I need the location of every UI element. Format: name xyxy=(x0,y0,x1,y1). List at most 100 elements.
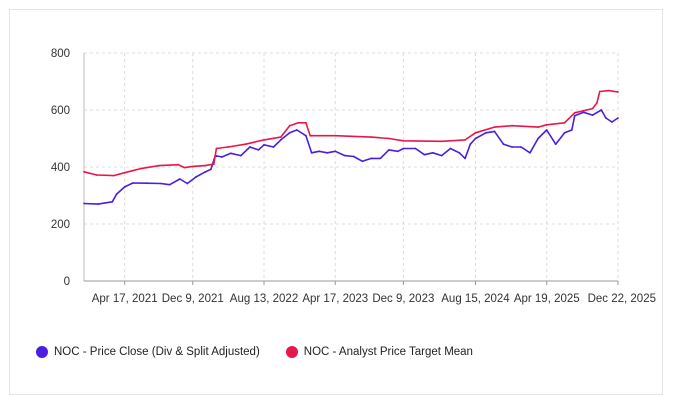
price-target-point xyxy=(598,90,601,93)
x-tick-label: Apr 19, 2025 xyxy=(514,293,580,305)
price-close-point xyxy=(573,114,576,117)
price-target-point xyxy=(370,136,373,139)
price-target-point xyxy=(388,137,390,140)
price-close-point xyxy=(414,147,417,150)
price-close-point xyxy=(240,154,242,157)
y-tick-label: 800 xyxy=(51,48,70,60)
y-axis: 0 200 400 600 800 xyxy=(51,48,85,288)
price-close-point xyxy=(537,137,539,140)
price-target-point xyxy=(607,89,610,92)
price-close-point xyxy=(469,143,472,146)
price-target-point xyxy=(204,164,206,167)
price-close-point xyxy=(440,154,443,157)
price-close-point xyxy=(186,182,189,185)
price-target-point xyxy=(537,126,539,128)
price-target-point xyxy=(617,91,619,93)
legend-swatch-price-close xyxy=(36,346,48,358)
x-axis: Apr 17, 2021 Dec 9, 2021 Aug 13, 2022 Apr 1… xyxy=(84,280,656,305)
y-tick-label: 400 xyxy=(51,162,70,174)
legend-item-price-close[interactable]: NOC - Price Close (Div & Split Adjusted) xyxy=(36,346,260,358)
grid xyxy=(84,52,619,281)
x-tick-label: Aug 13, 2022 xyxy=(230,293,298,305)
price-close-point xyxy=(591,114,594,116)
price-close-point xyxy=(145,182,148,185)
price-close-point xyxy=(279,139,282,141)
price-target-point xyxy=(511,124,513,127)
price-close-point xyxy=(502,143,505,146)
price-close-point xyxy=(229,152,232,155)
y-tick-label: 0 xyxy=(64,276,70,288)
price-target-point xyxy=(177,163,180,166)
price-target-point xyxy=(183,166,186,169)
price-close-point xyxy=(582,111,585,114)
price-close-point xyxy=(563,131,566,134)
y-tick-label: 600 xyxy=(51,105,70,117)
price-target-point xyxy=(573,111,576,114)
price-target-point xyxy=(279,136,282,139)
price-target-point xyxy=(402,139,405,142)
price-close-point xyxy=(249,146,251,148)
price-close-point xyxy=(361,160,364,163)
price-close-point xyxy=(204,171,206,174)
price-target-point xyxy=(297,121,300,124)
series-layer xyxy=(83,89,619,206)
price-target-point xyxy=(596,102,598,104)
price-close-point xyxy=(305,134,307,137)
price-close-point xyxy=(318,150,320,153)
price-close-line xyxy=(83,109,619,205)
price-close-point xyxy=(83,202,85,205)
price-close-point xyxy=(485,131,487,134)
price-target-point xyxy=(212,163,215,166)
legend: NOC - Price Close (Div & Split Adjusted)… xyxy=(36,346,473,358)
x-tick-label: Apr 17, 2021 xyxy=(92,293,158,305)
price-close-point xyxy=(343,154,346,157)
price-target-point xyxy=(140,167,143,170)
price-close-point xyxy=(600,109,603,111)
price-target-point xyxy=(563,121,566,124)
x-tick-label: Apr 17, 2023 xyxy=(302,293,368,305)
price-target-point xyxy=(83,170,85,173)
price-target-point xyxy=(591,107,594,110)
price-close-point xyxy=(617,117,619,119)
price-close-point xyxy=(221,156,223,158)
price-target-point xyxy=(545,123,548,126)
price-close-point xyxy=(554,143,557,146)
price-close-point xyxy=(111,200,114,203)
x-tick-label: Dec 22, 2025 xyxy=(588,293,656,305)
x-tick-label: Dec 9, 2023 xyxy=(372,293,434,305)
price-target-point xyxy=(309,134,312,137)
price-close-point xyxy=(449,147,452,150)
price-close-point xyxy=(370,157,373,160)
chart-card xyxy=(9,9,663,395)
price-target-point xyxy=(158,164,161,167)
price-target-point xyxy=(334,134,337,137)
y-tick-label: 200 xyxy=(51,219,70,231)
price-close-point xyxy=(326,151,329,154)
price-target-point xyxy=(95,174,98,176)
price-close-point xyxy=(570,129,573,131)
price-close-point xyxy=(464,157,466,160)
price-close-point xyxy=(296,129,298,131)
price-close-point xyxy=(605,117,607,119)
price-close-point xyxy=(210,168,212,171)
price-target-point xyxy=(112,174,115,177)
legend-label-price-target: NOC - Analyst Price Target Mean xyxy=(303,346,473,358)
price-close-point xyxy=(520,146,522,148)
price-close-point xyxy=(379,157,382,160)
price-close-point xyxy=(97,203,99,206)
price-close-point xyxy=(352,155,355,158)
price-target-point xyxy=(474,131,477,134)
price-close-point xyxy=(159,182,162,185)
legend-label-price-close: NOC - Price Close (Div & Split Adjusted) xyxy=(54,346,260,358)
price-close-point xyxy=(195,176,197,178)
legend-item-price-target[interactable]: NOC - Analyst Price Target Mean xyxy=(285,346,473,358)
price-close-point xyxy=(263,143,265,146)
x-tick-label: Dec 9, 2021 xyxy=(162,293,224,305)
x-tick-label: Aug 15, 2024 xyxy=(441,293,510,305)
price-close-point xyxy=(288,131,291,134)
price-close-point xyxy=(334,150,337,153)
legend-swatch-price-target xyxy=(285,346,298,358)
price-close-point xyxy=(431,151,434,154)
price-close-point xyxy=(178,178,181,180)
price-close-point xyxy=(402,147,405,150)
